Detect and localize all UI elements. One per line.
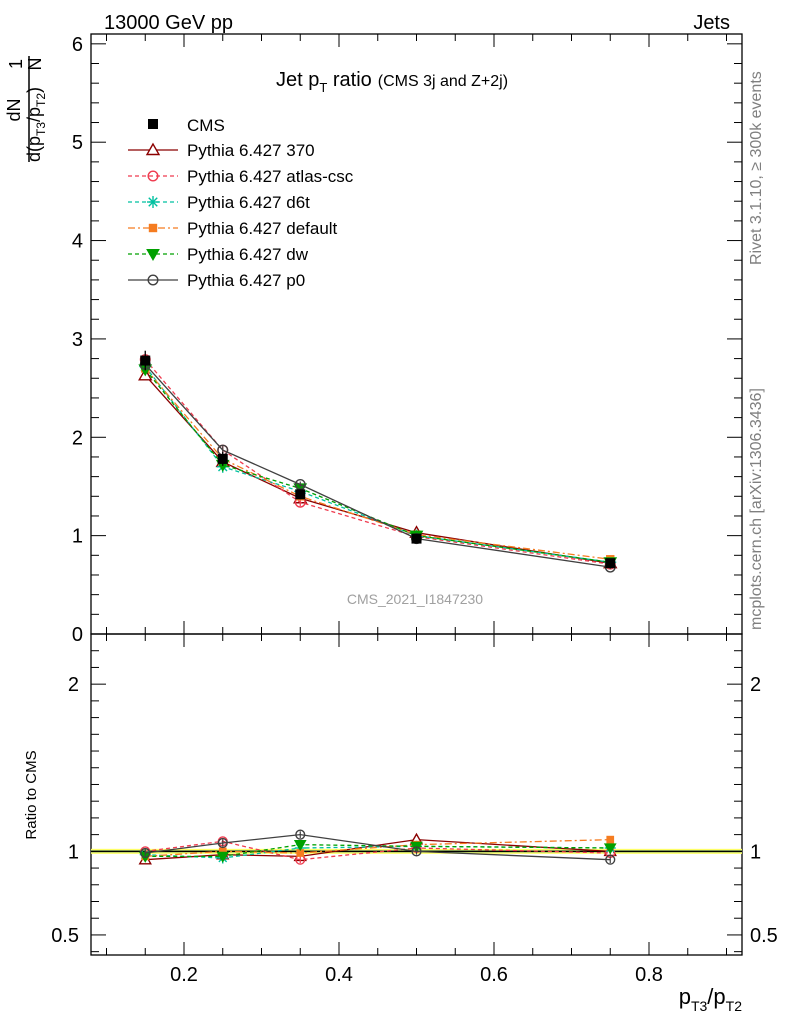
- mcplots-label: mcplots.cern.ch [arXiv:1306.3436]: [748, 388, 765, 630]
- legend-label: Pythia 6.427 d6t: [187, 193, 310, 212]
- main-plot: 0 1 2 3 4 5 6: [72, 33, 743, 955]
- legend-marker: [147, 196, 159, 208]
- y-label-t2: T2: [34, 93, 48, 107]
- chart-title: Jet pT ratio (CMS 3j and Z+2j): [276, 69, 508, 95]
- x-tick-label: 0.2: [170, 964, 198, 986]
- reference-point: [295, 489, 306, 500]
- series-2: [139, 360, 617, 569]
- y-label-t3: T3: [34, 122, 48, 136]
- ratio-plot: 0.2 0.4 0.6 0.8 0.5 0.5 1 1 2 2: [51, 633, 778, 986]
- series-1: [139, 354, 616, 570]
- y-label-slash: /p: [24, 107, 44, 122]
- x-tick-label: 0.6: [480, 964, 508, 986]
- y-tick-label: 6: [72, 34, 83, 56]
- series-line: [144, 364, 611, 568]
- reference-series: [140, 350, 616, 569]
- legend-marker: [146, 249, 160, 262]
- ratio-point: [296, 849, 305, 857]
- series-line: [144, 366, 611, 563]
- ratio-point: [140, 847, 151, 859]
- legend-label: Pythia 6.427 dw: [187, 245, 309, 264]
- y-tick-label: 4: [72, 231, 83, 253]
- series-4: [138, 364, 618, 570]
- legend-marker: [147, 170, 159, 182]
- y-label-dn: dN: [4, 98, 24, 121]
- header-left: 13000 GeV pp: [104, 12, 233, 34]
- ratio-point: [411, 846, 422, 857]
- y-label-close: ): [24, 87, 44, 93]
- series-line: [144, 374, 611, 564]
- ratio-point: [218, 847, 227, 856]
- x-tick-label: 0.8: [635, 964, 663, 986]
- y-tick-label: 5: [72, 132, 83, 154]
- ratio-y-tick-label-right: 0.5: [750, 925, 778, 947]
- data-point: [294, 478, 306, 490]
- legend: CMS Pythia 6.427 370 Pythia 6.427 atlas-cs…: [128, 116, 354, 290]
- ratio-point: [295, 829, 306, 840]
- ratio-point: [605, 854, 616, 865]
- ratio-point: [606, 835, 615, 844]
- legend-label: Pythia 6.427 p0: [187, 271, 305, 290]
- reference-point: [605, 558, 616, 569]
- series-line: [144, 369, 611, 563]
- reference-point: [217, 453, 228, 464]
- y-label-n: N: [25, 58, 45, 71]
- legend-label: Pythia 6.427 370: [187, 141, 315, 160]
- x-tick-label: 0.4: [325, 964, 353, 986]
- y-tick-label: 2: [72, 427, 83, 449]
- y-axis-label: 1 N dN d(pT3/pT2): [4, 56, 48, 162]
- ratio-y-tick-label: 0.5: [51, 925, 79, 947]
- reference-point: [411, 533, 422, 544]
- ratio-y-tick-label: 1: [68, 841, 79, 863]
- series-0: [138, 367, 618, 569]
- ratio-point: [603, 843, 617, 855]
- analysis-id: CMS_2021_I1847230: [347, 591, 483, 607]
- legend-marker: [148, 223, 158, 233]
- y-tick-label: 1: [72, 526, 83, 548]
- svg-text:d(pT3/pT2): d(pT3/pT2): [24, 87, 48, 162]
- legend-label: Pythia 6.427 atlas-csc: [187, 167, 354, 186]
- series-5: [139, 358, 616, 573]
- x-axis-label: pT3/pT2: [679, 984, 743, 1014]
- y-tick-label: 0: [72, 624, 83, 646]
- ratio-point: [293, 840, 307, 852]
- series-line: [144, 368, 611, 560]
- rivet-label: Rivet 3.1.10, ≥ 300k events: [748, 71, 765, 265]
- ratio-frame: [90, 633, 743, 956]
- ratio-y-tick-label-right: 2: [750, 674, 761, 696]
- legend-marker: [145, 142, 161, 156]
- header-right: Jets: [693, 12, 730, 34]
- series-line: [144, 359, 611, 565]
- legend-label-cms: CMS: [187, 116, 225, 135]
- y-label-d: d(p: [24, 136, 44, 162]
- ratio-y-label: Ratio to CMS: [23, 750, 40, 839]
- legend-label: Pythia 6.427 default: [187, 219, 338, 238]
- legend-marker: [147, 274, 159, 286]
- series-3: [141, 363, 615, 564]
- ratio-point: [216, 851, 230, 863]
- reference-point: [140, 355, 151, 366]
- ratio-series-5: [140, 829, 616, 865]
- ratio-point: [217, 837, 228, 849]
- legend-marker-cms: [148, 119, 158, 129]
- y-tick-label: 3: [72, 329, 83, 351]
- y-label-one: 1: [6, 59, 26, 69]
- ratio-y-tick-label: 2: [68, 674, 79, 696]
- ratio-y-tick-label-right: 1: [750, 841, 761, 863]
